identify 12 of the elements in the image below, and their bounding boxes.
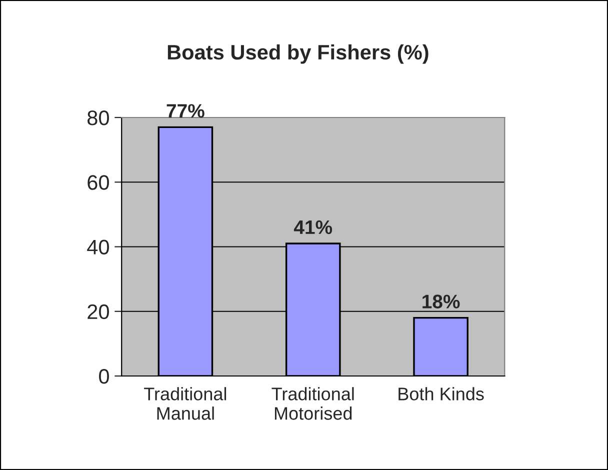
x-tick-label: Traditional Manual bbox=[144, 387, 226, 420]
data-label: 41% bbox=[294, 220, 332, 234]
y-tick-label: 80 bbox=[88, 110, 109, 126]
data-label: 18% bbox=[422, 294, 460, 308]
y-tick-label: 20 bbox=[88, 304, 109, 320]
chart-title: Boats Used by Fishers (%) bbox=[168, 44, 428, 64]
data-label: 77% bbox=[166, 104, 204, 118]
x-tick-label: Both Kinds bbox=[398, 387, 484, 400]
y-tick-label: 40 bbox=[87, 240, 109, 255]
y-tick-label: 0 bbox=[99, 369, 109, 384]
x-tick-label: Traditional Motorised bbox=[272, 387, 354, 420]
y-tick-label: 60 bbox=[88, 175, 109, 190]
